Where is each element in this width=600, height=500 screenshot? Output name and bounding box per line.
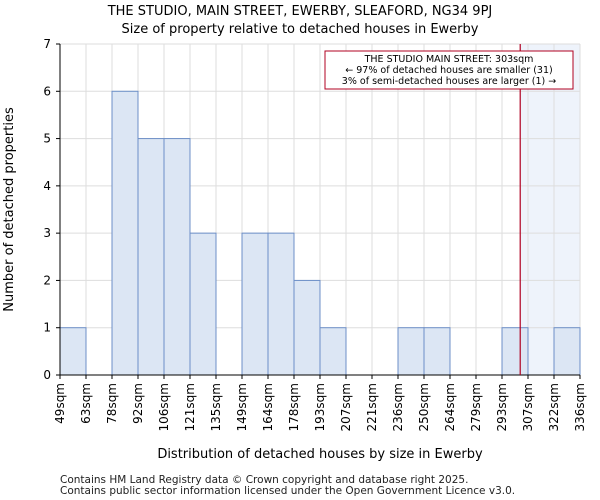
x-tick-label: 250sqm xyxy=(417,383,431,431)
bar-121sqm xyxy=(189,232,217,376)
bar-78sqm xyxy=(111,90,139,376)
y-tick-label: 3 xyxy=(43,226,51,240)
annotation-line-3: 3% of semi-detached houses are larger (1… xyxy=(342,76,556,87)
y-tick-label: 0 xyxy=(43,368,51,382)
x-tick-label: 49sqm xyxy=(53,383,67,424)
bar-164sqm xyxy=(267,232,295,376)
y-tick-label: 7 xyxy=(43,37,51,51)
x-axis-label: Distribution of detached houses by size … xyxy=(157,447,483,462)
chart-title: THE STUDIO, MAIN STREET, EWERBY, SLEAFOR… xyxy=(107,4,493,19)
bar-106sqm xyxy=(163,138,191,376)
x-tick-label: 193sqm xyxy=(313,383,327,431)
x-tick-label: 307sqm xyxy=(521,383,535,431)
x-tick-label: 78sqm xyxy=(105,383,119,424)
x-tick-label: 293sqm xyxy=(495,383,509,431)
bar-178sqm xyxy=(293,279,321,376)
bar-92sqm xyxy=(137,138,165,376)
y-tick-label: 1 xyxy=(43,321,51,335)
bar-293sqm xyxy=(501,327,529,376)
x-tick-label: 135sqm xyxy=(209,383,223,431)
x-tick-label: 207sqm xyxy=(339,383,353,431)
x-tick-label: 63sqm xyxy=(79,383,93,424)
highlight-region xyxy=(520,44,580,375)
y-tick-label: 5 xyxy=(43,132,51,146)
bar-49sqm xyxy=(59,327,87,376)
x-tick-label: 236sqm xyxy=(391,383,405,431)
annotation-box xyxy=(324,50,574,90)
bar-322sqm xyxy=(553,327,581,376)
x-tick-label: 178sqm xyxy=(287,383,301,431)
x-tick-label: 322sqm xyxy=(547,383,561,431)
bar-250sqm xyxy=(423,327,451,376)
y-axis-label: Number of detached properties xyxy=(2,107,17,312)
bar-149sqm xyxy=(241,232,269,376)
x-tick-label: 121sqm xyxy=(183,383,197,431)
x-tick-label: 221sqm xyxy=(365,383,379,431)
x-tick-label: 336sqm xyxy=(573,383,587,431)
y-tick-label: 6 xyxy=(43,84,51,98)
x-tick-label: 106sqm xyxy=(157,383,171,431)
bar-193sqm xyxy=(319,327,347,376)
bar-236sqm xyxy=(397,327,425,376)
x-tick-label: 264sqm xyxy=(443,383,457,431)
annotation-line-2: ← 97% of detached houses are smaller (31… xyxy=(345,65,552,76)
y-tick-label: 4 xyxy=(43,179,51,193)
x-tick-label: 92sqm xyxy=(131,383,145,424)
footer-line-2: Contains public sector information licen… xyxy=(60,485,516,497)
annotation-line-1: THE STUDIO MAIN STREET: 303sqm xyxy=(364,54,534,65)
x-tick-label: 279sqm xyxy=(469,383,483,431)
footer-line-1: Contains HM Land Registry data © Crown c… xyxy=(60,474,469,486)
x-tick-label: 164sqm xyxy=(261,383,275,431)
y-tick-label: 2 xyxy=(43,273,51,287)
chart-subtitle: Size of property relative to detached ho… xyxy=(121,22,479,37)
x-tick-label: 149sqm xyxy=(235,383,249,431)
